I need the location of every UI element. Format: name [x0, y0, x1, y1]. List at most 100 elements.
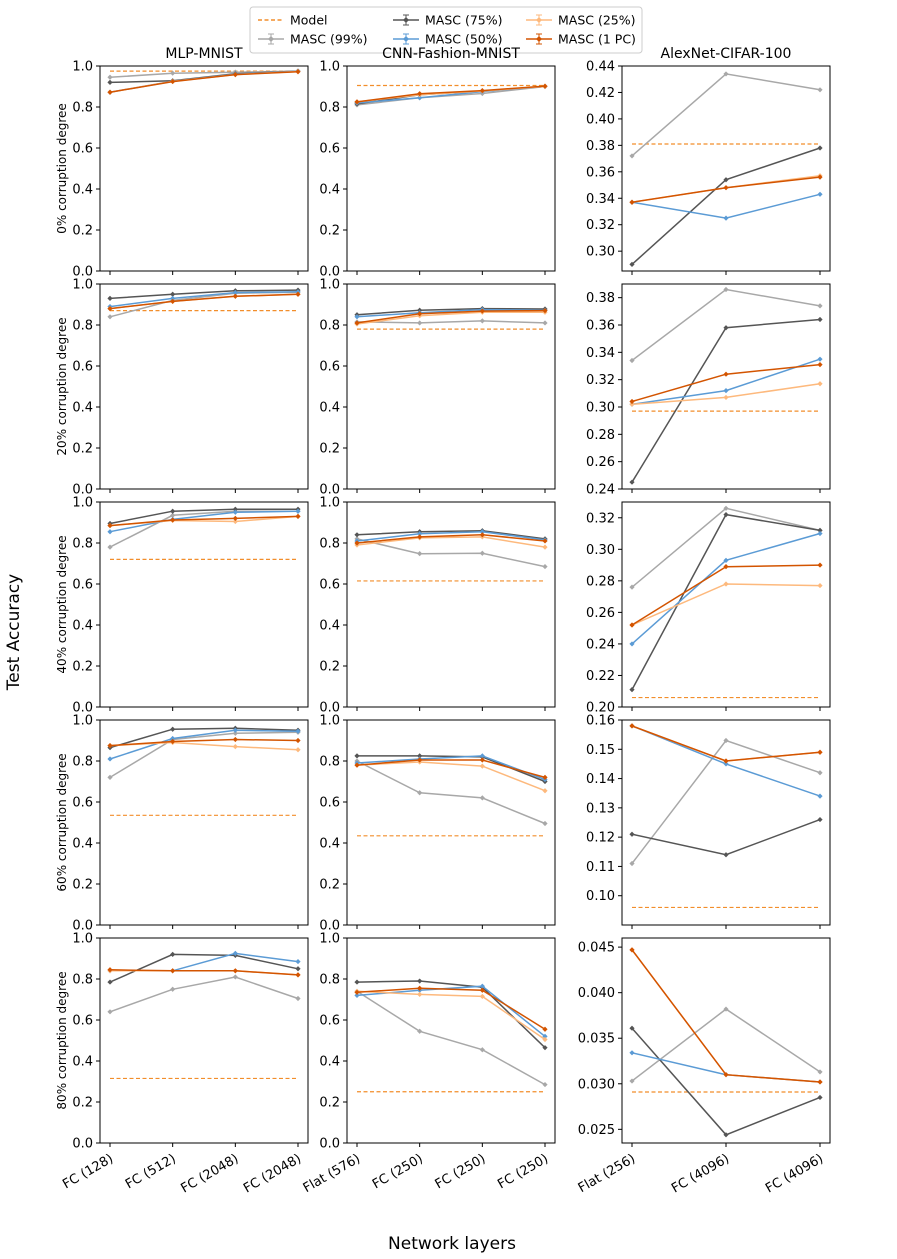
- data-point: [817, 303, 823, 309]
- series-line: [631, 147, 821, 265]
- axes-frame: [99, 65, 309, 272]
- row-ylabel: 20% corruption degree: [55, 317, 69, 455]
- y-tick-label: 0.6: [72, 1014, 93, 1029]
- legend-frame: [249, 6, 643, 54]
- data-point: [417, 991, 423, 997]
- y-tick-label: 0.28: [586, 428, 615, 443]
- series-line: [109, 731, 299, 779]
- x-tick-label: FC (4096): [669, 1151, 732, 1196]
- data-point: [817, 793, 823, 799]
- data-point: [232, 744, 238, 750]
- data-point: [295, 69, 301, 75]
- series-line: [631, 507, 821, 588]
- y-tick-label: 0.8: [72, 537, 93, 552]
- data-point: [723, 371, 729, 377]
- data-point: [107, 743, 113, 749]
- y-tick-label: 0.30: [586, 543, 615, 558]
- x-tick-label: FC (2048): [241, 1151, 304, 1196]
- y-tick-label: 0.2: [319, 442, 340, 457]
- data-point: [817, 362, 823, 368]
- data-point: [723, 557, 729, 563]
- series-line: [356, 308, 546, 318]
- y-tick-label: 0.44: [586, 60, 615, 75]
- data-point: [417, 531, 423, 537]
- axes-frame: [621, 937, 831, 1144]
- data-point: [817, 770, 823, 776]
- data-point: [295, 508, 301, 514]
- data-point: [629, 584, 635, 590]
- series-line: [109, 291, 299, 308]
- y-tick-label: 0.36: [586, 165, 615, 180]
- data-point: [170, 70, 176, 76]
- series-line: [109, 969, 299, 976]
- series-line: [356, 309, 546, 324]
- data-point: [107, 314, 113, 320]
- data-point: [542, 1045, 548, 1051]
- data-point: [723, 71, 729, 77]
- y-tick-label: 0.14: [586, 772, 615, 787]
- y-tick-label: 0.15: [586, 743, 615, 758]
- data-point: [170, 735, 176, 742]
- figure-ylabel: Test Accuracy: [4, 574, 24, 692]
- data-point: [542, 538, 548, 544]
- y-tick-label: 0.24: [586, 637, 615, 652]
- series-line: [109, 729, 299, 760]
- data-point: [542, 320, 548, 326]
- y-tick-label: 0.6: [72, 360, 93, 375]
- data-point: [817, 562, 823, 568]
- legend-label: MASC (50%): [425, 32, 503, 47]
- y-tick-label: 0.4: [319, 1055, 340, 1070]
- data-point: [417, 790, 423, 796]
- axes-frame: [621, 719, 831, 926]
- data-point: [723, 512, 729, 518]
- data-point: [817, 1079, 823, 1085]
- data-point: [723, 852, 729, 858]
- data-point: [629, 261, 635, 267]
- data-point: [542, 1026, 548, 1032]
- data-point: [232, 736, 238, 743]
- data-point: [354, 989, 360, 995]
- y-tick-label: 0.6: [319, 1014, 340, 1029]
- data-point: [629, 723, 635, 729]
- data-point: [542, 1036, 548, 1043]
- x-tick-label: FC (250): [370, 1151, 426, 1192]
- figure-xlabel: Network layers: [388, 1234, 516, 1254]
- y-tick-label: 0.8: [72, 101, 93, 116]
- data-point: [629, 831, 635, 837]
- y-tick-label: 0.12: [586, 831, 615, 846]
- y-tick-label: 0.035: [578, 1032, 615, 1047]
- y-tick-label: 0.4: [319, 183, 340, 198]
- data-point: [817, 749, 823, 755]
- y-tick-label: 0.0: [319, 265, 340, 280]
- y-tick-label: 0.2: [319, 224, 340, 239]
- data-point: [629, 398, 635, 405]
- y-tick-label: 0.6: [319, 578, 340, 593]
- y-tick-label: 0.0: [72, 701, 93, 716]
- data-point: [170, 738, 176, 745]
- series-line: [356, 755, 546, 781]
- data-point: [232, 293, 238, 299]
- y-tick-label: 0.040: [578, 986, 615, 1001]
- data-point: [629, 357, 635, 364]
- y-tick-label: 0.0: [319, 1137, 340, 1152]
- data-point: [417, 1028, 423, 1034]
- data-point: [232, 509, 238, 515]
- y-tick-label: 0.0: [72, 1137, 93, 1152]
- data-point: [479, 983, 485, 989]
- column-title: MLP-MNIST: [165, 46, 243, 62]
- legend-swatch-marker: [268, 36, 274, 42]
- column-title: CNN-Fashion-MNIST: [382, 46, 520, 62]
- data-point: [354, 99, 360, 105]
- series-line: [631, 818, 821, 856]
- axes-frame: [621, 501, 831, 708]
- series-line: [631, 564, 821, 626]
- series-line: [356, 990, 546, 1086]
- data-point: [723, 215, 729, 221]
- y-tick-label: 0.4: [72, 1055, 93, 1070]
- y-tick-label: 1.0: [72, 932, 93, 947]
- series-line: [356, 311, 545, 325]
- subplot-r3-c1: 0.0 0.2 0.4 0.6 0.8 1.0: [319, 714, 556, 934]
- data-point: [417, 320, 423, 326]
- y-tick-label: 0.8: [319, 537, 340, 552]
